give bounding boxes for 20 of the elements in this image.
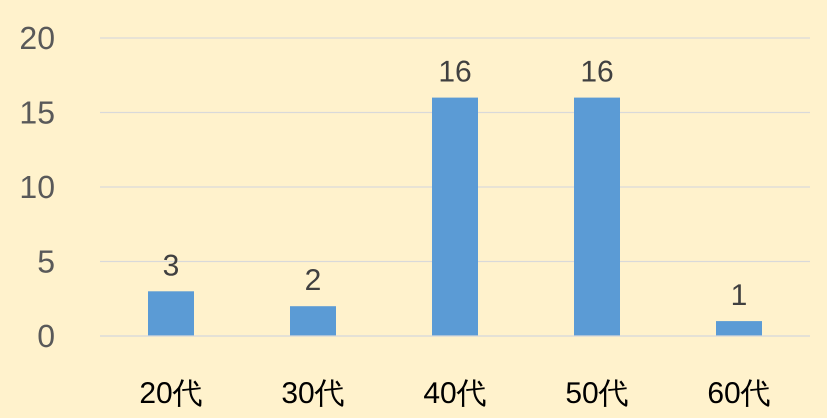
data-label: 2 [304, 264, 322, 298]
x-tick-label: 20代 [139, 377, 203, 410]
x-tick-label: 60代 [707, 377, 771, 410]
y-tick-label: 15 [19, 94, 55, 130]
data-label: 16 [580, 56, 614, 89]
data-label: 3 [162, 249, 180, 282]
bar [148, 291, 194, 336]
bar [716, 321, 762, 336]
y-tick-label: 5 [37, 244, 55, 280]
y-tick-label: 20 [19, 20, 55, 56]
data-label: 1 [730, 279, 748, 312]
bar [290, 306, 336, 336]
x-tick-label: 30代 [281, 377, 345, 410]
x-tick-label: 50代 [565, 377, 629, 410]
x-tick-label: 40代 [423, 377, 487, 410]
data-label: 16 [438, 56, 472, 89]
y-tick-label: 0 [37, 318, 55, 354]
y-tick-label: 10 [19, 169, 55, 205]
bar [432, 98, 478, 336]
bar [574, 98, 620, 336]
